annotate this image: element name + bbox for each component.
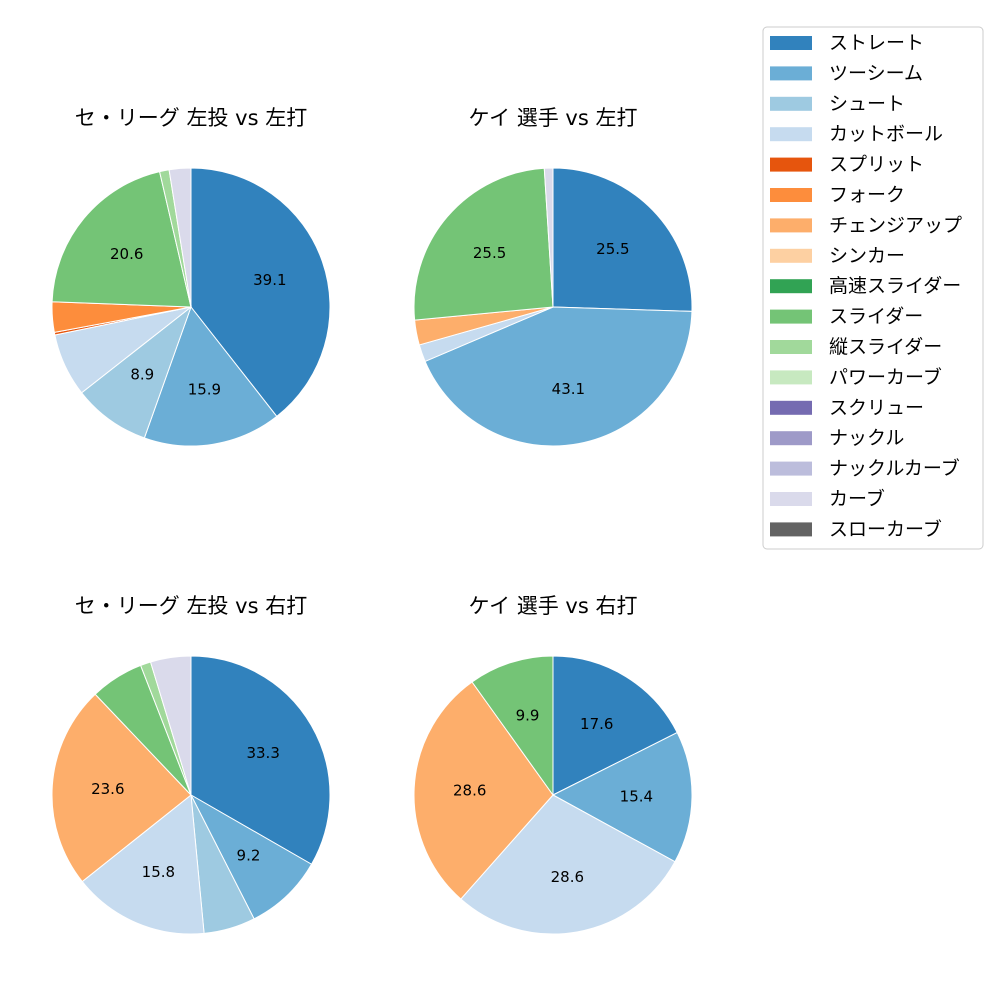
legend-item: カットボール bbox=[770, 123, 943, 145]
legend-label: ストレート bbox=[829, 32, 924, 54]
slice-value-label: 15.4 bbox=[620, 787, 653, 805]
legend-swatch bbox=[770, 400, 812, 415]
legend-swatch bbox=[770, 188, 812, 202]
slice-value-label: 28.6 bbox=[551, 868, 584, 886]
slice-value-label: 15.9 bbox=[188, 380, 221, 398]
legend-swatch bbox=[770, 340, 812, 354]
legend-label: 高速スライダー bbox=[829, 275, 961, 297]
legend-item: スローカーブ bbox=[770, 517, 942, 540]
legend-label: スローカーブ bbox=[829, 517, 942, 540]
legend-swatch bbox=[770, 66, 812, 81]
pie-slice bbox=[551, 731, 693, 863]
legend-label: カットボール bbox=[829, 123, 943, 145]
chart-title: セ・リーグ 左投 vs 左打 bbox=[75, 106, 307, 130]
legend-label: スプリット bbox=[829, 154, 924, 176]
legend-item: スプリット bbox=[770, 154, 924, 176]
pie-chart-3: セ・リーグ 左投 vs 右打 33.3 9.2 15.8 23.6 bbox=[51, 594, 331, 935]
pie-slice bbox=[51, 170, 192, 308]
legend-item: スクリュー bbox=[770, 397, 924, 419]
slice-value-label: 25.5 bbox=[473, 244, 506, 262]
slice-value-label: 20.6 bbox=[110, 245, 143, 263]
legend-item: ツーシーム bbox=[770, 62, 923, 84]
legend-item: パワーカーブ bbox=[770, 365, 942, 388]
pie-slice bbox=[413, 681, 554, 900]
pie-slice bbox=[543, 167, 554, 308]
legend-item: ストレート bbox=[770, 32, 924, 54]
pie-slice bbox=[190, 167, 331, 418]
pie-slice bbox=[149, 655, 192, 796]
pie-chart-2: ケイ 選手 vs 左打 25.5 43.1 25.5 bbox=[413, 106, 693, 447]
slice-value-label: 39.1 bbox=[253, 271, 286, 289]
legend: ストレートツーシームシュートカットボールスプリットフォークチェンジアップシンカー… bbox=[762, 26, 984, 550]
legend-swatch bbox=[770, 522, 812, 537]
chart-title: セ・リーグ 左投 vs 右打 bbox=[75, 594, 307, 618]
legend-item: ナックルカーブ bbox=[770, 457, 960, 480]
legend-swatch bbox=[770, 461, 812, 476]
slice-value-label: 28.6 bbox=[453, 782, 486, 800]
legend-swatch bbox=[770, 157, 812, 172]
slice-value-label: 43.1 bbox=[552, 380, 585, 398]
legend-label: チェンジアップ bbox=[829, 214, 962, 236]
pie-slice bbox=[143, 305, 278, 447]
chart-title: ケイ 選手 vs 左打 bbox=[469, 106, 638, 130]
legend-label: ツーシーム bbox=[829, 62, 923, 84]
slice-value-label: 9.9 bbox=[516, 707, 540, 725]
legend-item: スライダー bbox=[770, 306, 923, 328]
pie-slice bbox=[552, 167, 693, 312]
legend-swatch bbox=[770, 431, 812, 446]
pie-slice bbox=[471, 655, 554, 797]
slice-value-label: 15.8 bbox=[142, 863, 175, 881]
legend-swatch bbox=[770, 218, 812, 233]
legend-swatch bbox=[770, 248, 812, 263]
legend-swatch bbox=[770, 279, 812, 294]
pie-slice bbox=[189, 793, 313, 920]
legend-swatch bbox=[770, 36, 812, 50]
legend-swatch bbox=[770, 492, 812, 506]
legend-label: 縦スライダー bbox=[829, 336, 942, 358]
legend-item: シンカー bbox=[770, 245, 905, 267]
pie-slice bbox=[460, 794, 676, 935]
legend-label: スライダー bbox=[829, 306, 923, 328]
slice-value-label: 17.6 bbox=[580, 715, 613, 733]
pie-slice bbox=[424, 306, 693, 447]
legend-label: シュート bbox=[829, 93, 905, 115]
legend-item: フォーク bbox=[770, 184, 905, 206]
pie-slice bbox=[413, 167, 554, 321]
legend-label: ナックル bbox=[829, 427, 904, 449]
pie-slice bbox=[81, 794, 205, 935]
legend-item: カーブ bbox=[770, 487, 885, 510]
legend-item: シュート bbox=[770, 93, 905, 115]
legend-swatch bbox=[770, 370, 812, 385]
slice-value-label: 8.9 bbox=[130, 366, 154, 384]
slice-value-label: 33.3 bbox=[246, 744, 279, 762]
pie-chart-4: ケイ 選手 vs 右打 17.6 15.4 28.6 28.6 9.9 bbox=[413, 594, 693, 935]
legend-swatch bbox=[770, 96, 812, 111]
pie-slice bbox=[51, 693, 192, 883]
legend-swatch bbox=[770, 127, 812, 142]
legend-item: 高速スライダー bbox=[770, 275, 961, 297]
legend-frame bbox=[762, 26, 984, 550]
legend-item: チェンジアップ bbox=[770, 214, 962, 236]
legend-label: フォーク bbox=[829, 184, 905, 206]
legend-label: シンカー bbox=[829, 245, 905, 267]
legend-swatch bbox=[770, 309, 812, 324]
slice-value-label: 9.2 bbox=[237, 846, 261, 864]
slice-value-label: 25.5 bbox=[596, 240, 629, 258]
pie-slice bbox=[190, 655, 331, 865]
slice-value-label: 23.6 bbox=[91, 780, 124, 798]
legend-label: カーブ bbox=[829, 487, 885, 510]
legend-label: ナックルカーブ bbox=[829, 457, 960, 480]
legend-item: ナックル bbox=[770, 427, 904, 449]
legend-label: パワーカーブ bbox=[829, 365, 942, 388]
pie-chart-1: セ・リーグ 左投 vs 左打 39.1 15.9 8.9 20.6 bbox=[51, 106, 331, 447]
chart-title: ケイ 選手 vs 右打 bbox=[469, 594, 638, 618]
legend-label: スクリュー bbox=[829, 397, 924, 419]
pie-slice bbox=[168, 167, 192, 308]
pie-slice bbox=[552, 655, 678, 796]
legend-item: 縦スライダー bbox=[770, 336, 942, 358]
